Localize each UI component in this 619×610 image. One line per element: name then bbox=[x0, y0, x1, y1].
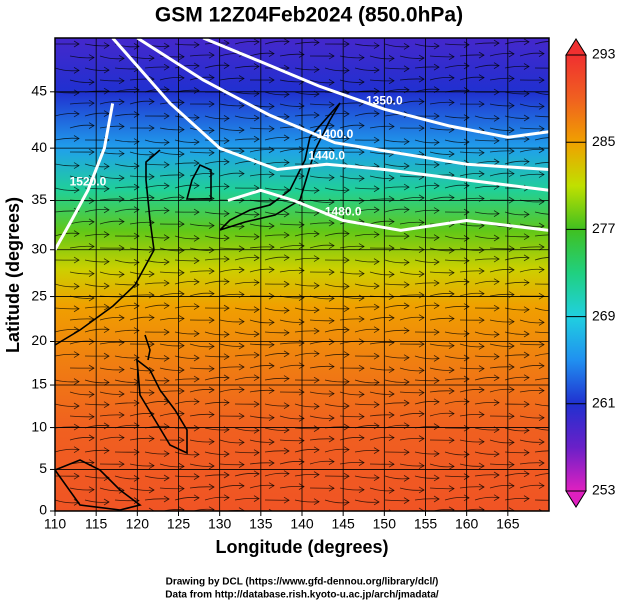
contour-label: 1480.0 bbox=[325, 205, 362, 219]
y-tick-label: 0 bbox=[39, 502, 47, 518]
streamline bbox=[370, 512, 394, 513]
x-tick-label: 140 bbox=[290, 516, 314, 532]
streamline-arrow bbox=[359, 511, 364, 517]
streamline-arrow bbox=[554, 330, 559, 336]
colorbar: 253 261 269 277 285 293 bbox=[566, 39, 616, 507]
colorbar-tick-label: 253 bbox=[592, 482, 616, 498]
x-tick-label: 160 bbox=[455, 516, 479, 532]
streamline bbox=[280, 512, 304, 514]
streamline-arrow bbox=[554, 307, 559, 313]
streamline-arrow bbox=[554, 376, 559, 382]
streamline-arrow bbox=[554, 65, 559, 71]
x-tick-label: 120 bbox=[126, 516, 150, 532]
streamline-arrow bbox=[554, 114, 559, 120]
contour-label: 1400.0 bbox=[317, 127, 354, 141]
colorbar-tick-label: 285 bbox=[592, 133, 616, 149]
streamline-arrow bbox=[554, 351, 559, 357]
streamline-arrow bbox=[554, 281, 559, 287]
y-tick-label: 10 bbox=[31, 418, 47, 434]
streamline-arrow bbox=[554, 403, 559, 409]
streamline bbox=[550, 512, 574, 514]
colorbar-extend-top bbox=[566, 39, 586, 55]
streamline-arrow bbox=[554, 39, 559, 45]
streamline-arrow bbox=[554, 232, 559, 238]
contour-label: 1440.0 bbox=[308, 148, 345, 162]
colorbar-tick-label: 293 bbox=[592, 46, 616, 62]
streamline-arrow bbox=[554, 255, 559, 261]
streamline-arrow bbox=[554, 135, 559, 141]
footer-text: Drawing by DCL (https://www.gfd-dennou.o… bbox=[166, 577, 439, 588]
x-tick-label: 155 bbox=[414, 516, 438, 532]
footer-text: Data from http://database.rish.kyoto-u.a… bbox=[165, 590, 439, 601]
streamline-arrow bbox=[554, 427, 559, 433]
streamline bbox=[100, 512, 124, 513]
y-tick-label: 25 bbox=[31, 287, 47, 303]
x-axis-label: Longitude (degrees) bbox=[215, 537, 388, 557]
y-tick-label: 5 bbox=[39, 460, 47, 476]
streamline-arrow bbox=[554, 471, 559, 477]
x-tick-label: 130 bbox=[208, 516, 232, 532]
x-tick-label: 145 bbox=[331, 516, 355, 532]
streamline-arrow bbox=[554, 160, 559, 166]
streamline-arrow bbox=[554, 448, 559, 454]
chart-title: GSM 12Z04Feb2024 (850.0hPa) bbox=[155, 4, 463, 27]
y-axis-label: Latitude (degrees) bbox=[3, 197, 23, 353]
streamline-arrow bbox=[554, 91, 559, 97]
colorbar-scale bbox=[566, 55, 586, 491]
colorbar-tick-label: 269 bbox=[592, 307, 616, 323]
y-tick-label: 45 bbox=[31, 83, 47, 99]
contour-label: 1520.0 bbox=[70, 174, 107, 188]
x-tick-label: 150 bbox=[373, 516, 397, 532]
y-tick-label: 20 bbox=[31, 332, 47, 348]
x-tick-label: 115 bbox=[85, 516, 108, 532]
y-tick-label: 30 bbox=[31, 240, 47, 256]
contour-label: 1350.0 bbox=[366, 93, 403, 107]
streamline bbox=[310, 512, 334, 515]
colorbar-tick-label: 261 bbox=[592, 395, 616, 411]
streamline-arrow bbox=[554, 497, 559, 503]
colorbar-extend-bottom bbox=[566, 491, 586, 507]
streamline-arrow bbox=[554, 187, 559, 193]
x-tick-label: 135 bbox=[249, 516, 273, 532]
streamline-arrow bbox=[569, 511, 574, 517]
x-tick-label: 125 bbox=[167, 516, 191, 532]
colorbar-tick-label: 277 bbox=[592, 220, 616, 236]
y-tick-label: 15 bbox=[31, 376, 47, 392]
x-tick-label: 110 bbox=[44, 516, 67, 532]
streamline-arrow bbox=[554, 211, 559, 217]
y-tick-label: 40 bbox=[31, 139, 47, 155]
y-tick-label: 35 bbox=[31, 191, 47, 207]
x-tick-label: 165 bbox=[496, 516, 520, 532]
streamline bbox=[70, 512, 94, 514]
